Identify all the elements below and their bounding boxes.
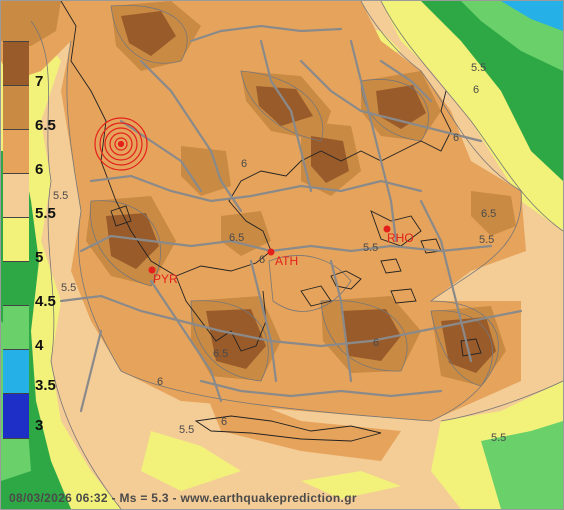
legend-label-3: 3 [35, 417, 44, 434]
city-dot [267, 248, 275, 256]
legend-label-4: 4 [35, 337, 44, 354]
contour-label: 5.5 [61, 282, 76, 294]
contour-label: 6 [221, 416, 227, 428]
legend-label-7: 7 [35, 73, 44, 90]
city-dot [148, 266, 156, 274]
high-magnitude-zones [1, 1, 516, 386]
legend-label-6-5: 6.5 [35, 117, 56, 134]
magnitude-legend [1, 41, 31, 441]
city-label-rhodes: RHO [387, 231, 414, 245]
contour-label: 6 [473, 84, 479, 96]
legend-label-3-5: 3.5 [35, 377, 56, 394]
city-athens[interactable]: ATH [267, 248, 299, 269]
legend-label-6: 6 [35, 161, 44, 178]
epicenter-marker [94, 117, 148, 171]
contour-label: 6.5 [229, 232, 244, 244]
footer-caption: 08/03/2026 06:32 - Ms = 5.3 - www.earthq… [9, 491, 357, 505]
contour-label: 5.5 [479, 234, 494, 246]
legend-swatch-4-5 [3, 261, 29, 306]
legend-label-5: 5 [35, 249, 44, 266]
contour-label: 5.5 [53, 190, 68, 202]
city-label-athens: ATH [275, 254, 298, 268]
legend-swatch-5-5 [3, 173, 29, 218]
legend-swatch-3 [3, 393, 29, 439]
contour-label: 6 [453, 132, 459, 144]
contour-labels: 5.5 6 6 5.5 6.5 5.5 6 5.5 6 5.5 6.5 6 6 5.5 5.5 6 6.5 [53, 62, 506, 444]
city-rhodes[interactable]: RHO [383, 225, 414, 246]
contour-label: 5.5 [471, 62, 486, 74]
contour-label: 6 [373, 337, 379, 349]
city-label-pyrgos: PYR [153, 272, 178, 286]
contour-label: 6 [241, 158, 247, 170]
contour-label: 6 [157, 376, 163, 388]
legend-label-4-5: 4.5 [35, 293, 56, 310]
contour-label: 5.5 [179, 424, 194, 436]
legend-swatch-4 [3, 305, 29, 350]
city-pyrgos[interactable]: PYR [148, 266, 179, 287]
city-dot [383, 225, 391, 233]
legend-swatch-3-5 [3, 349, 29, 394]
contour-label: 5.5 [491, 432, 506, 444]
contour-label: 5.5 [363, 242, 378, 254]
contour-label: 6 [259, 254, 265, 266]
legend-swatch-6-5 [3, 85, 29, 130]
contour-label: 6.5 [481, 208, 496, 220]
legend-swatch-6 [3, 129, 29, 174]
legend-swatch-5 [3, 217, 29, 262]
legend-label-5-5: 5.5 [35, 205, 56, 222]
contour-label: 6.5 [213, 348, 228, 360]
legend-swatch-7 [3, 41, 29, 86]
